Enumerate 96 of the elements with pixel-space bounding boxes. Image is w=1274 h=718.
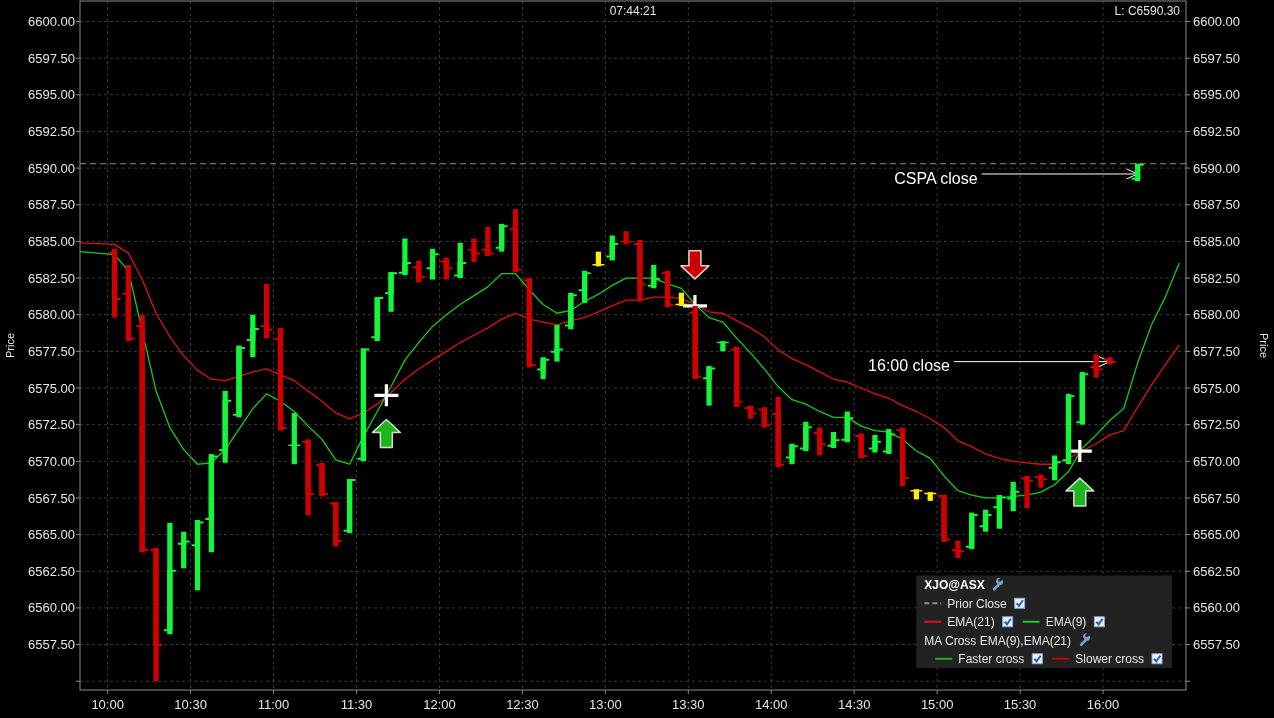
- y2-tick-label: 6562.50: [1193, 563, 1240, 579]
- legend-title: XJO@ASX: [924, 578, 985, 593]
- candlestick: [951, 540, 964, 559]
- y2-tick-label: 6572.50: [1193, 417, 1240, 433]
- y2-tick-label: 6570.00: [1193, 453, 1240, 469]
- y2-tick-label: 6587.50: [1193, 197, 1240, 213]
- candlestick: [246, 314, 259, 358]
- legend-label: Prior Close: [947, 596, 1007, 611]
- point: [374, 384, 399, 407]
- x-tick-label: 14:00: [754, 697, 788, 712]
- candlestick: [841, 411, 854, 443]
- y-tick-label: 6570.00: [28, 453, 75, 469]
- x-tick-label: 13:30: [672, 697, 705, 712]
- y-tick-label: 6565.00: [28, 527, 75, 543]
- annotation: MA Cross EMA(9),EMA(21): [924, 633, 1072, 648]
- point: [1065, 477, 1095, 507]
- y-tick-label: 6567.50: [28, 490, 75, 506]
- candlestick: [703, 366, 715, 406]
- y-tick-label: 6560.00: [28, 600, 75, 616]
- x-tick-label: 16:00: [1086, 697, 1120, 712]
- y-tick-label: 6600.00: [28, 14, 75, 30]
- candlestick: [468, 238, 480, 262]
- y2-tick-label: 6577.50: [1193, 343, 1240, 359]
- point: [680, 250, 710, 280]
- candlestick: [385, 272, 397, 312]
- x-tick-label: 15:00: [920, 697, 954, 712]
- legend-label: Faster cross: [958, 652, 1025, 667]
- candlestick: [398, 238, 411, 276]
- annotation: 16:00 close: [868, 357, 951, 375]
- y2-tick-label: 6567.50: [1193, 490, 1240, 506]
- point: [371, 418, 402, 449]
- y2-tick-label: 6592.50: [1193, 124, 1240, 140]
- legend-label: Slower cross: [1075, 652, 1144, 667]
- legend-label: EMA(21): [947, 615, 995, 630]
- y-tick-label: 6585.00: [28, 233, 75, 249]
- x-tick-label: 10:00: [91, 697, 124, 712]
- candlestick: [177, 531, 190, 569]
- y-tick-label: 6597.50: [28, 50, 75, 66]
- y2-tick-label: 6585.00: [1193, 233, 1240, 249]
- y-tick-label: 6557.50: [28, 637, 75, 653]
- candlestick: [1021, 475, 1033, 509]
- x-tick-label: 11:00: [257, 697, 290, 712]
- x-tick-label: 15:30: [1003, 697, 1037, 712]
- y2-tick-label: 6575.00: [1193, 380, 1240, 396]
- y2-tick-label: 6600.00: [1193, 14, 1240, 30]
- y2-tick-label: 6595.00: [1193, 87, 1240, 103]
- candlestick: [537, 357, 550, 380]
- x-tick-label: 13:00: [589, 697, 622, 712]
- y-tick-label: 6595.00: [28, 87, 75, 103]
- y-axis-title: Price: [4, 332, 16, 359]
- y-tick-label: 6582.50: [28, 270, 75, 286]
- candlestick: [426, 248, 439, 280]
- y-tick-label: 6592.50: [28, 124, 75, 140]
- candlestick: [551, 324, 563, 362]
- candlestick: [606, 235, 619, 261]
- candlestick: [799, 421, 812, 452]
- y2-tick-label: 6582.50: [1193, 270, 1240, 286]
- candlestick: [786, 443, 798, 465]
- x-tick-label: 11:30: [340, 697, 373, 712]
- y-tick-label: 6575.00: [28, 380, 75, 396]
- candlestick: [412, 260, 425, 283]
- candlestick: [1048, 455, 1061, 481]
- candlestick: [260, 283, 273, 339]
- x-tick-label: 10:30: [174, 697, 207, 712]
- x-tick-label: 14:30: [837, 697, 871, 712]
- candlestick: [979, 509, 992, 532]
- y-tick-label: 6577.50: [28, 343, 75, 359]
- candlestick: [647, 264, 660, 289]
- y2-tick-label: 6560.00: [1193, 600, 1240, 616]
- y2-tick-label: 6590.00: [1193, 160, 1240, 176]
- candlestick: [440, 257, 453, 280]
- annotation: L: C6590.30: [1114, 4, 1181, 18]
- y2-tick-label: 6565.00: [1193, 527, 1240, 543]
- candlestick: [882, 429, 895, 454]
- x-tick-label: 12:00: [423, 697, 456, 712]
- candlestick: [481, 226, 494, 257]
- y2-axis-title: Price: [1258, 332, 1270, 359]
- candlestick: [813, 427, 826, 456]
- y-tick-label: 6562.50: [28, 563, 75, 579]
- candlestick: [993, 495, 1006, 529]
- annotation: CSPA close: [894, 169, 978, 187]
- x-tick-label: 12:30: [506, 697, 539, 712]
- candlestick: [288, 412, 301, 465]
- annotation: 07:44:21: [609, 4, 657, 18]
- y-tick-label: 6572.50: [28, 417, 75, 433]
- y-tick-label: 6580.00: [28, 307, 75, 323]
- candlestick: [454, 242, 467, 279]
- legend-label: EMA(9): [1045, 615, 1087, 630]
- candlestick: [495, 223, 508, 252]
- candlestick: [758, 407, 771, 428]
- y-tick-label: 6587.50: [28, 197, 75, 213]
- y-tick-label: 6590.00: [28, 160, 75, 176]
- candlestick: [578, 270, 591, 303]
- y2-tick-label: 6557.50: [1193, 637, 1240, 653]
- y2-tick-label: 6597.50: [1193, 50, 1240, 66]
- y2-tick-label: 6580.00: [1193, 307, 1240, 323]
